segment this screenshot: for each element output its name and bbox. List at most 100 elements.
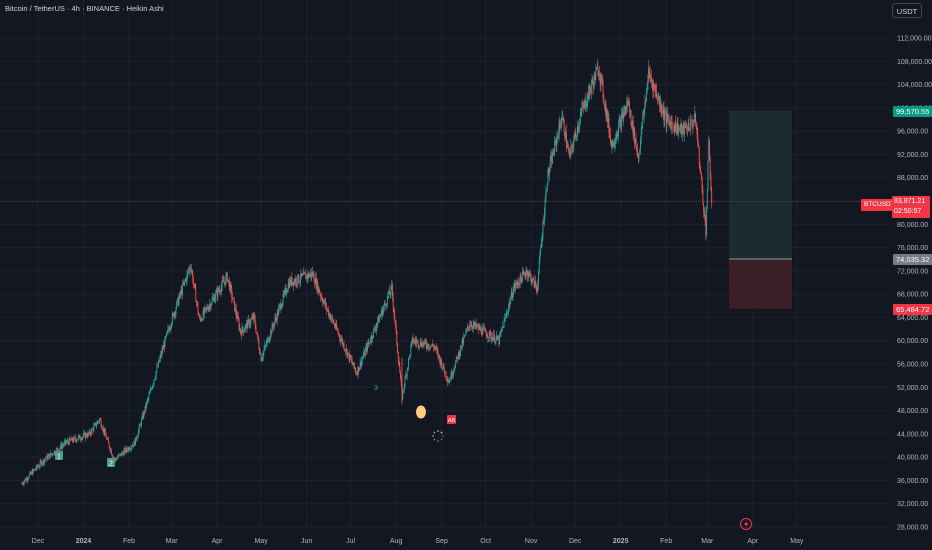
candle-body [24, 479, 26, 482]
candle-body [306, 275, 308, 278]
candle-body [127, 447, 129, 451]
candle-body [227, 279, 229, 281]
candle-body [146, 401, 148, 408]
candle-body [320, 293, 321, 297]
candle-body [418, 346, 420, 347]
candle-body [692, 123, 694, 127]
candle-body [460, 345, 462, 353]
candle-body [159, 357, 161, 362]
candle-body [85, 433, 87, 439]
time-axis-label: Mar [701, 538, 714, 545]
candle-body [681, 123, 683, 135]
candle-body [259, 348, 261, 354]
candle-body [651, 81, 653, 84]
symbol-legend[interactable]: Bitcoin / TetherUS · 4h · BINANCE · Heik… [5, 4, 164, 13]
candle-body [372, 329, 374, 338]
candle-body [667, 117, 669, 119]
candle-body [273, 322, 275, 328]
candle-body [218, 290, 220, 291]
candle-body [254, 319, 256, 327]
candle-body [261, 358, 263, 362]
candle-body [435, 347, 437, 349]
candle-body [603, 97, 605, 103]
candle-body [71, 437, 73, 441]
candle-body [670, 122, 672, 130]
candle-body [361, 360, 363, 366]
candle-body [356, 372, 357, 375]
candle-body [218, 288, 219, 291]
candle-body [39, 461, 41, 466]
candle-body [518, 283, 520, 285]
candle-body [96, 424, 98, 427]
candle-body [673, 126, 675, 132]
candle-body [414, 340, 416, 342]
candle-body [301, 274, 303, 276]
candle-body [374, 328, 376, 330]
candle-body [287, 283, 289, 291]
candle-body [692, 123, 694, 127]
candle-body [145, 405, 147, 408]
candle-body [471, 325, 473, 328]
candle-body [334, 323, 335, 327]
price-axis-label: 44,000.00 [897, 431, 928, 438]
candle-body [552, 152, 554, 155]
time-axis[interactable]: Dec 2024 Feb Mar Apr May Jun Jul Aug Sep Oct Nov Dec… [32, 538, 804, 545]
candle-body [455, 361, 457, 368]
candle-body [698, 146, 700, 165]
candle-body [446, 377, 448, 380]
flash-icon[interactable] [740, 518, 752, 530]
candle-body [87, 432, 89, 437]
candle-body [463, 337, 465, 344]
candle-body [650, 77, 652, 79]
candle-body [528, 272, 530, 276]
candle-body [215, 292, 217, 299]
candle-body [438, 354, 440, 357]
candle-body [527, 275, 529, 277]
candle-body [88, 432, 90, 434]
candle-body [421, 345, 423, 348]
candle-body [684, 123, 686, 128]
candle-body [230, 284, 232, 289]
candle-body [388, 290, 390, 297]
candle-body [447, 381, 449, 383]
candle-body [197, 304, 199, 314]
candle-body [440, 360, 442, 365]
candle-body [397, 352, 399, 362]
candle-body [571, 145, 573, 148]
time-axis-label: Feb [660, 538, 672, 545]
candle-body [441, 367, 443, 369]
candle-body [201, 319, 203, 320]
candle-body [120, 453, 122, 456]
candle-body [458, 352, 459, 360]
candle-body [295, 278, 297, 284]
time-axis-label: Dec [32, 538, 45, 545]
candle-body [370, 335, 372, 342]
candle-body [574, 133, 575, 141]
candle-body [623, 112, 625, 120]
candle-body [98, 421, 100, 423]
candle-body [38, 466, 40, 468]
candle-body [670, 122, 672, 130]
candle-body [408, 358, 410, 368]
long-position-tool[interactable] [729, 110, 792, 309]
candle-body [506, 313, 508, 315]
candle-body [609, 132, 611, 134]
stop-price-badge: 65,484.72 [893, 304, 932, 315]
candle-body [56, 448, 58, 450]
candle-body [372, 337, 374, 339]
candle-body [436, 347, 437, 350]
candle-body [356, 374, 358, 375]
candle-body [226, 273, 228, 281]
candle-body [390, 285, 392, 294]
candle-body [449, 379, 451, 384]
candle-body [21, 483, 23, 485]
candle-body [184, 281, 186, 282]
currency-button[interactable]: USDT [892, 3, 922, 18]
candle-body [511, 291, 513, 299]
candle-body [69, 438, 71, 440]
candle-body [216, 290, 218, 297]
candle-body [625, 106, 627, 111]
candle-body [62, 445, 64, 446]
candle-body [165, 336, 167, 338]
